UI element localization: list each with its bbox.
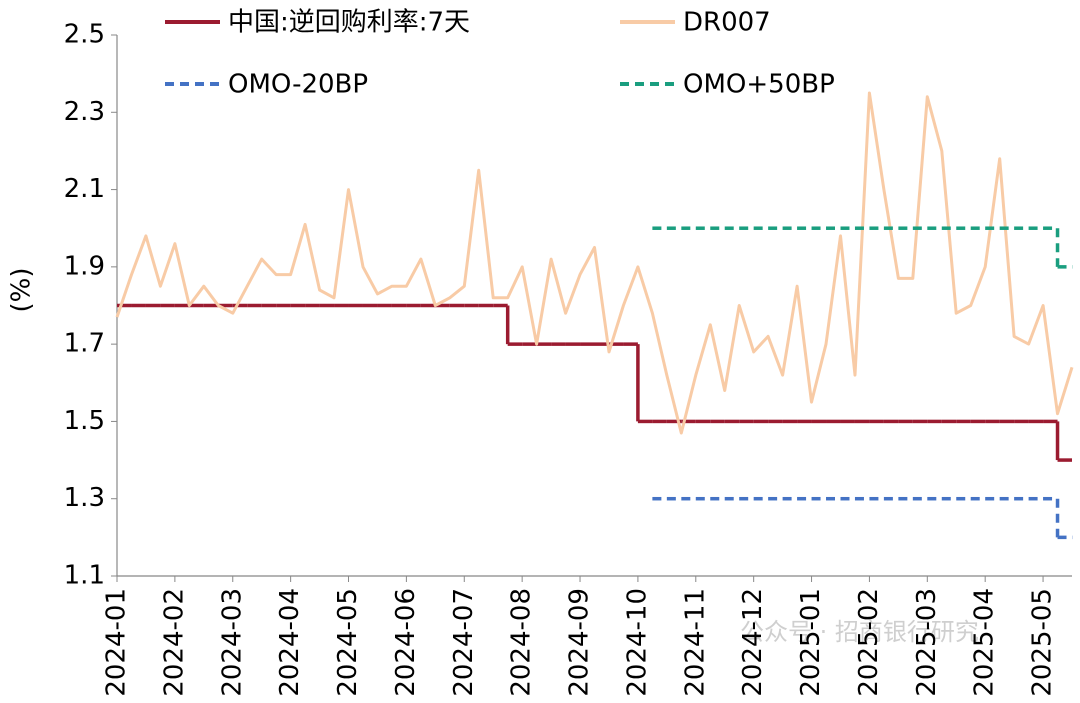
- x-tick-label: 2024-07: [449, 588, 479, 697]
- x-tick-label: 2024-09: [565, 588, 595, 697]
- series-line: [115, 91, 1074, 435]
- y-tick-label: 2.5: [64, 20, 105, 50]
- x-tick-label: 2024-05: [333, 588, 363, 697]
- legend-label: DR007: [683, 8, 771, 38]
- x-tick-label: 2024-08: [507, 588, 537, 697]
- x-tick-label: 2024-06: [391, 588, 421, 697]
- x-tick-label: 2024-10: [622, 588, 652, 697]
- x-tick-label: 2024-02: [159, 588, 189, 697]
- y-tick-label: 2.1: [64, 174, 105, 204]
- x-tick-label: 2024-01: [102, 588, 132, 697]
- x-tick-label: 2024-04: [275, 588, 305, 697]
- x-tick-label: 2025-05: [1028, 588, 1058, 697]
- legend-label: 中国:逆回购利率:7天: [228, 8, 470, 38]
- x-tick-label: 2024-12: [738, 588, 768, 697]
- y-tick-label: 1.3: [64, 483, 105, 513]
- y-tick-label: 1.5: [64, 406, 105, 436]
- x-tick-label: 2025-01: [796, 588, 826, 697]
- y-tick-label: 2.3: [64, 97, 105, 127]
- legend-label: OMO+50BP: [683, 70, 835, 100]
- x-tick-label: 2024-03: [217, 588, 247, 697]
- x-tick-label: 2025-04: [970, 588, 1000, 697]
- y-tick-label: 1.1: [64, 561, 105, 591]
- legend-label: OMO-20BP: [228, 70, 368, 100]
- x-tick-label: 2025-03: [912, 588, 942, 697]
- watermark: 公众号 · 招商银行研究: [740, 618, 979, 646]
- y-tick-label: 1.7: [64, 329, 105, 359]
- x-tick-label: 2024-11: [680, 588, 710, 697]
- y-tick-label: 1.9: [64, 251, 105, 281]
- y-axis-label: (%): [7, 268, 37, 313]
- x-tick-label: 2025-02: [854, 588, 884, 697]
